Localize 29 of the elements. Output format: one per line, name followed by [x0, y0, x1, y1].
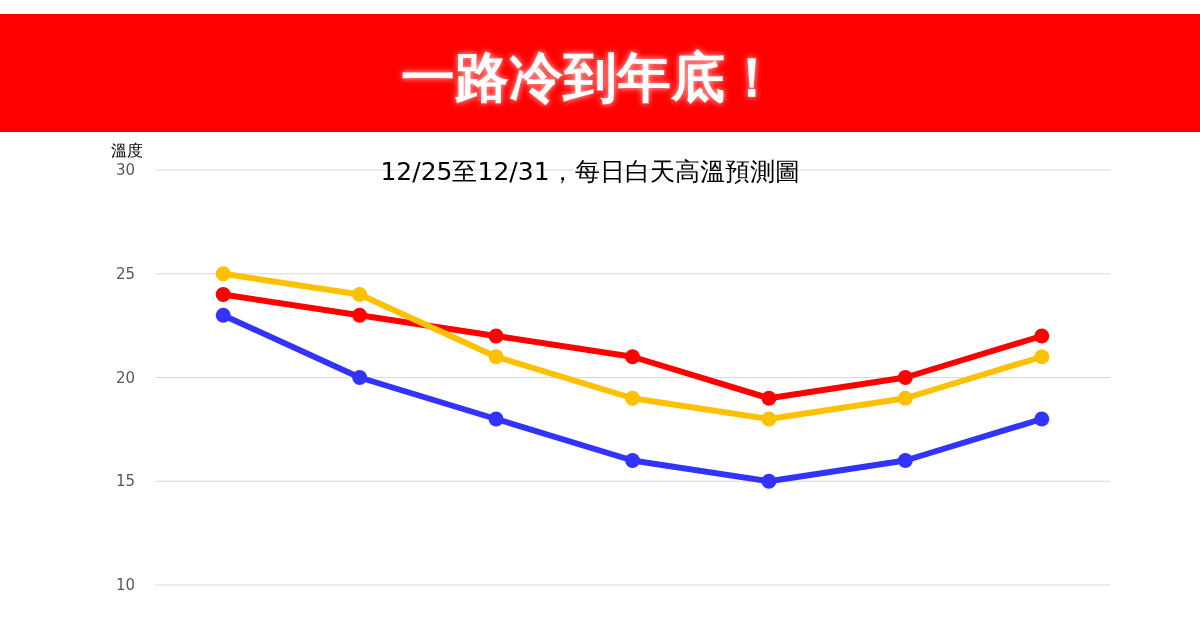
y-tick-label: 10 [115, 576, 135, 594]
point [488, 411, 504, 427]
point [761, 473, 777, 489]
point [625, 453, 640, 468]
y-tick-label: 15 [115, 472, 135, 491]
point [488, 328, 504, 344]
point [352, 307, 368, 323]
point [897, 370, 913, 385]
chart-subtitle: 12/25至12/31，每日白天高溫預測圖 [380, 157, 800, 186]
point [488, 349, 504, 365]
point [625, 349, 640, 365]
point [1034, 349, 1050, 365]
point [215, 307, 231, 323]
chart-title: 一路冷到年底！ [401, 46, 779, 109]
point [761, 411, 777, 427]
point [1034, 328, 1050, 344]
y-tick-label: 25 [115, 264, 135, 283]
point [897, 390, 913, 406]
point [897, 453, 913, 468]
point [761, 390, 777, 406]
point [352, 370, 368, 385]
y-tick-label: 30 [115, 161, 135, 179]
point [215, 287, 231, 302]
y-axis-title: 溫度 [111, 141, 143, 160]
point [352, 287, 368, 302]
point [215, 266, 231, 282]
point [1034, 411, 1050, 427]
point [625, 390, 640, 406]
y-tick-label: 20 [115, 368, 135, 387]
